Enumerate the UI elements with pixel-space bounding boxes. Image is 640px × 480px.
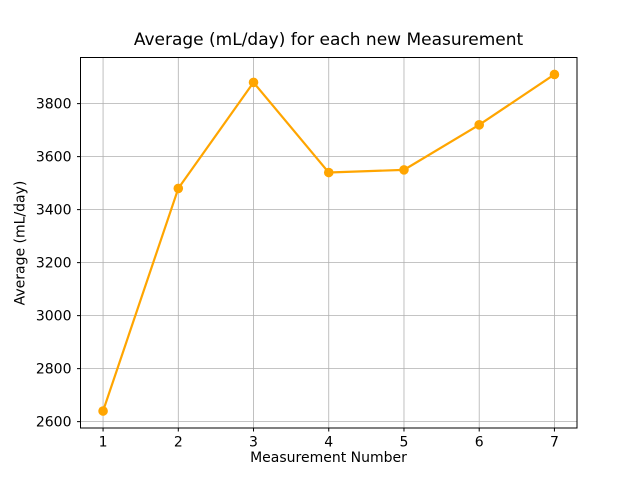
y-tick-label: 2600 [36, 415, 72, 431]
data-point [248, 77, 259, 88]
plot-border [80, 57, 578, 429]
data-point [549, 69, 560, 80]
data-point [323, 167, 334, 178]
y-tick-label: 3400 [36, 203, 72, 219]
x-tick-label: 1 [99, 435, 108, 451]
x-tick-label: 2 [174, 435, 183, 451]
y-axis-label: Average (mL/day) [12, 180, 29, 306]
y-tick-label: 3600 [36, 150, 72, 166]
x-tick-label: 7 [550, 435, 559, 451]
x-tick-label: 3 [249, 435, 258, 451]
x-tick-label: 6 [475, 435, 484, 451]
y-tick-label: 2800 [36, 362, 72, 378]
y-tick-label: 3800 [36, 97, 72, 113]
x-axis-label: Measurement Number [250, 450, 407, 466]
data-point [474, 120, 485, 130]
data-point [98, 406, 108, 416]
data-point [399, 165, 409, 175]
x-tick-label: 4 [324, 435, 333, 451]
x-tick-label: 5 [400, 435, 409, 451]
chart-title: Average (mL/day) for each new Measuremen… [133, 30, 524, 50]
y-tick-label: 3200 [36, 256, 72, 272]
y-tick-label: 3000 [36, 309, 72, 325]
data-point [173, 183, 184, 194]
